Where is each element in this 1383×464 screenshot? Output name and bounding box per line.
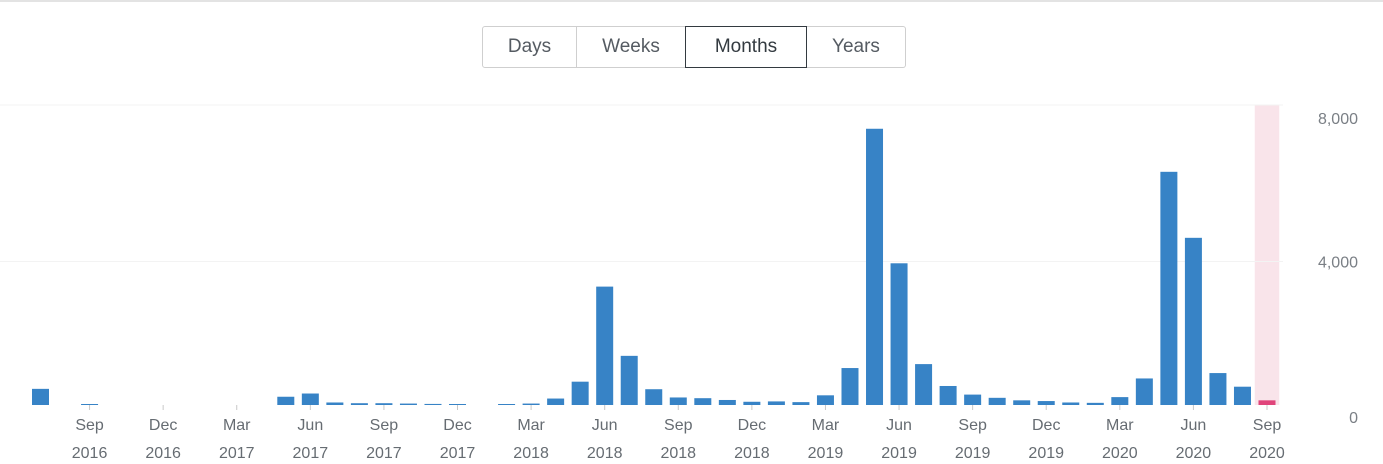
y-axis-label-8000: 8,000 [1318,111,1358,128]
bar-2019-03 [816,395,834,405]
bar-2020-02 [1086,402,1104,405]
bar-2019-01 [767,401,785,405]
x-tick-label-month: Sep [75,417,104,434]
bar-2016-09 [81,404,99,405]
bar-2017-12 [449,404,467,405]
x-tick-label-year: 2018 [734,445,770,462]
bar-2018-09 [669,397,687,405]
x-tick-label-year: 2020 [1249,445,1285,462]
x-tick-label-month: Jun [886,417,912,434]
x-tick-label-month: Mar [812,417,840,434]
x-tick-label-year: 2017 [440,445,476,462]
x-tick-label-year: 2018 [513,445,549,462]
bar-2017-06 [301,393,319,405]
tab-years[interactable]: Years [807,26,906,68]
bar-2018-05 [571,381,589,405]
x-tick-label-month: Dec [1032,417,1060,434]
bar-2018-10 [694,398,712,405]
tab-days[interactable]: Days [482,26,577,68]
bar-2017-10 [399,403,417,405]
x-tick-label-month: Jun [297,417,323,434]
bar-2020-08 [1233,386,1251,405]
x-tick-label-year: 2019 [1028,445,1064,462]
bar-2018-08 [645,389,663,405]
x-tick-label-year: 2017 [366,445,402,462]
x-tick-label-month: Sep [370,417,399,434]
x-tick-label-year: 2017 [219,445,255,462]
y-axis-label-0: 0 [1349,410,1358,427]
bar-2020-04 [1135,378,1153,405]
tab-weeks[interactable]: Weeks [577,26,686,68]
x-tick-label-month: Mar [517,417,545,434]
x-tick-label-year: 2019 [955,445,991,462]
bar-2018-06 [596,286,614,405]
x-tick-label-month: Dec [443,417,471,434]
bar-2018-04 [547,398,565,405]
bar-2017-11 [424,403,442,405]
bar-2018-02 [498,404,516,405]
bar-2017-07 [326,402,344,405]
x-tick-label-month: Sep [958,417,987,434]
y-axis-label-4000: 4,000 [1318,255,1358,272]
x-tick-label-year: 2018 [587,445,623,462]
x-tick-label-year: 2019 [808,445,844,462]
x-tick-label-month: Jun [592,417,618,434]
x-tick-label-month: Mar [223,417,251,434]
x-tick-label-year: 2019 [881,445,917,462]
bar-2018-12 [743,401,761,405]
bar-2019-09 [964,394,982,405]
x-tick-label-year: 2020 [1102,445,1138,462]
bar-2020-01 [1062,402,1080,405]
bar-2017-05 [277,396,295,405]
bar-2019-08 [939,385,957,405]
bar-2020-09 [1258,400,1276,405]
bar-2017-09 [375,403,393,405]
bar-2016-07 [32,388,49,405]
x-tick-label-year: 2017 [293,445,329,462]
x-tick-label-month: Jun [1181,417,1207,434]
x-tick-label-month: Dec [149,417,177,434]
bar-2019-06 [890,263,908,405]
x-tick-label-month: Sep [1253,417,1282,434]
bar-2020-03 [1111,397,1129,405]
top-divider [0,0,1383,2]
x-tick-label-year: 2018 [660,445,696,462]
bar-2019-04 [841,368,859,405]
bar-2019-05 [866,128,884,405]
x-tick-label-year: 2020 [1176,445,1212,462]
bar-2019-02 [792,402,810,405]
x-tick-label-month: Mar [1106,417,1134,434]
x-tick-label-year: 2016 [145,445,181,462]
bar-2019-10 [988,397,1006,405]
bar-2019-11 [1013,400,1031,405]
bar-2019-12 [1037,401,1055,405]
partial-period-band [1254,105,1280,405]
bar-2018-07 [620,355,638,405]
bar-2018-03 [522,403,540,405]
bar-2018-11 [718,399,736,405]
bar-2020-05 [1160,171,1178,405]
bar-2019-07 [915,364,933,405]
x-tick-label-month: Sep [664,417,693,434]
bar-2020-06 [1184,237,1202,405]
bar-2020-07 [1209,373,1227,405]
time-range-selector: Days Weeks Months Years [482,26,906,68]
tab-months[interactable]: Months [685,26,807,68]
x-tick-label-month: Dec [738,417,766,434]
bar-2017-08 [350,403,368,405]
x-tick-label-year: 2016 [72,445,108,462]
